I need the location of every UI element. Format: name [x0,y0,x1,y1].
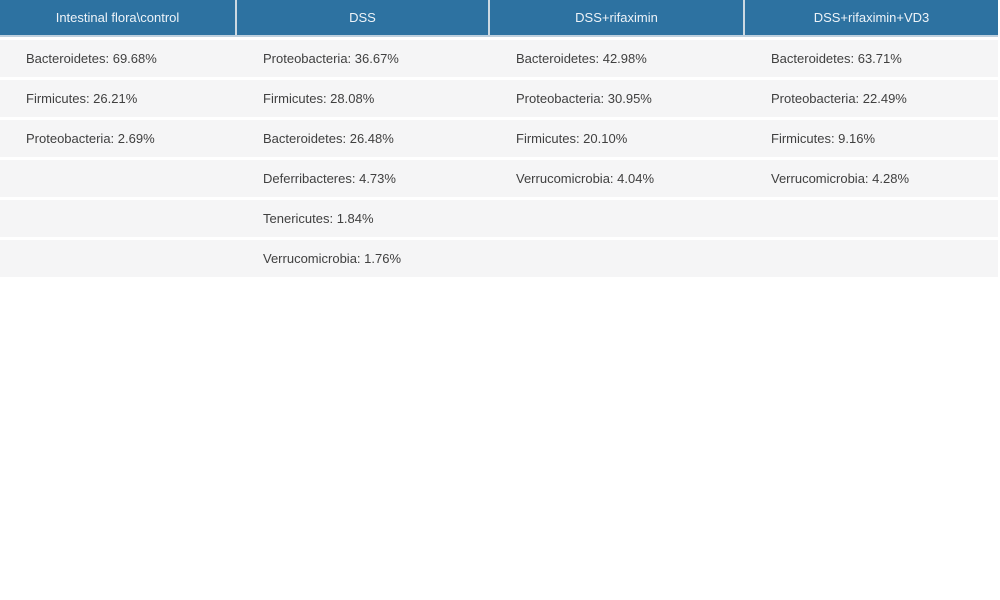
table-cell: Firmicutes: 26.21% [26,91,138,106]
table-cell: Firmicutes: 9.16% [771,131,876,146]
table-cell: Deferribacteres: 4.73% [263,171,396,186]
table-body: Bacteroidetes: 69.68% Proteobacteria: 36… [0,40,998,277]
header-cell-dss-rifaximin-vd3: DSS+rifaximin+VD3 [745,0,998,35]
table-cell: Proteobacteria: 22.49% [771,91,907,106]
table-cell: Bacteroidetes: 42.98% [516,51,647,66]
table-cell: Firmicutes: 20.10% [516,131,628,146]
table-cell [0,160,237,197]
table-cell: Tenericutes: 1.84% [263,211,374,226]
table-row: Bacteroidetes: 69.68% Proteobacteria: 36… [0,40,998,77]
table-cell [0,240,237,277]
table-cell: Bacteroidetes: 63.71% [771,51,902,66]
table-cell [490,200,745,237]
header-cell-control: Intestinal flora\control [0,0,237,35]
table-row: Tenericutes: 1.84% [0,200,998,237]
table-cell [745,240,998,277]
table-row: Firmicutes: 26.21% Firmicutes: 28.08% Pr… [0,80,998,117]
table-cell [490,240,745,277]
table-cell: Proteobacteria: 2.69% [26,131,155,146]
table-row: Proteobacteria: 2.69% Bacteroidetes: 26.… [0,120,998,157]
table-cell: Proteobacteria: 36.67% [263,51,399,66]
table-cell [745,200,998,237]
table-cell: Firmicutes: 28.08% [263,91,375,106]
table-cell [0,200,237,237]
intestinal-flora-table: Intestinal flora\control DSS DSS+rifaxim… [0,0,998,277]
table-row: Verrucomicrobia: 1.76% [0,240,998,277]
table-cell: Verrucomicrobia: 4.04% [516,171,655,186]
header-cell-dss: DSS [237,0,490,35]
table-cell: Verrucomicrobia: 1.76% [263,251,402,266]
table-cell: Bacteroidetes: 26.48% [263,131,394,146]
table-cell: Proteobacteria: 30.95% [516,91,652,106]
table-cell: Bacteroidetes: 69.68% [26,51,157,66]
header-cell-dss-rifaximin: DSS+rifaximin [490,0,745,35]
table-row: Deferribacteres: 4.73% Verrucomicrobia: … [0,160,998,197]
table-header-row: Intestinal flora\control DSS DSS+rifaxim… [0,0,998,37]
table-cell: Verrucomicrobia: 4.28% [771,171,910,186]
